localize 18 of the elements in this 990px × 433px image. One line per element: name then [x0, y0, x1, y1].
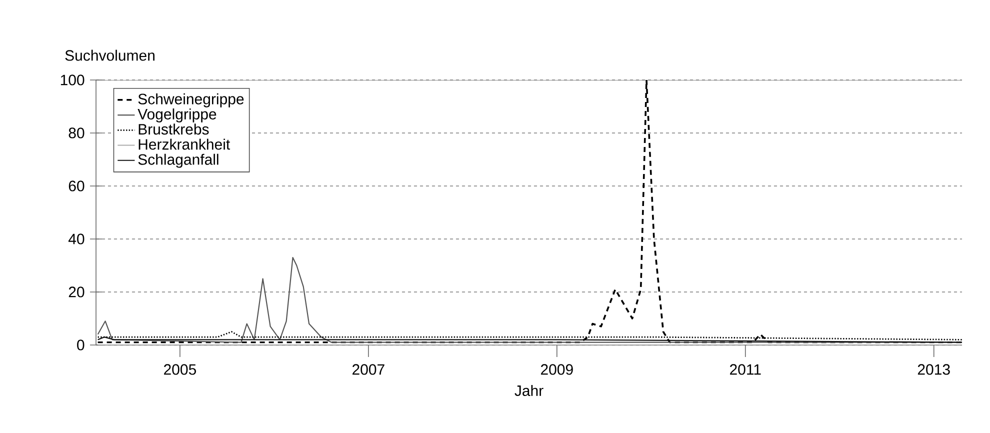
legend-label: Schlaganfall	[138, 154, 218, 168]
y-axis-title: Suchvolumen	[65, 50, 154, 61]
x-tick-label: 2007	[352, 364, 384, 375]
x-tick-label: 2009	[540, 364, 573, 375]
legend-label: Herzkrankheit	[138, 138, 230, 150]
x-axis-title: Jahr	[514, 385, 544, 396]
y-tick-label: 0	[77, 340, 84, 350]
legend-label: Schweinegrippe	[138, 93, 244, 108]
x-tick-label: 2005	[164, 364, 196, 375]
x-tick-label: 2013	[918, 364, 950, 375]
x-tick-label: 2011	[730, 364, 761, 375]
y-tick-label: 40	[68, 234, 84, 244]
legend-label: Brustkrebs	[138, 124, 209, 135]
y-tick-label: 100	[60, 74, 84, 86]
y-tick-label: 20	[68, 286, 84, 298]
y-tick-label: 80	[68, 128, 84, 138]
legend-label: Vogelgrippe	[138, 108, 216, 122]
y-tick-label: 60	[68, 180, 84, 192]
